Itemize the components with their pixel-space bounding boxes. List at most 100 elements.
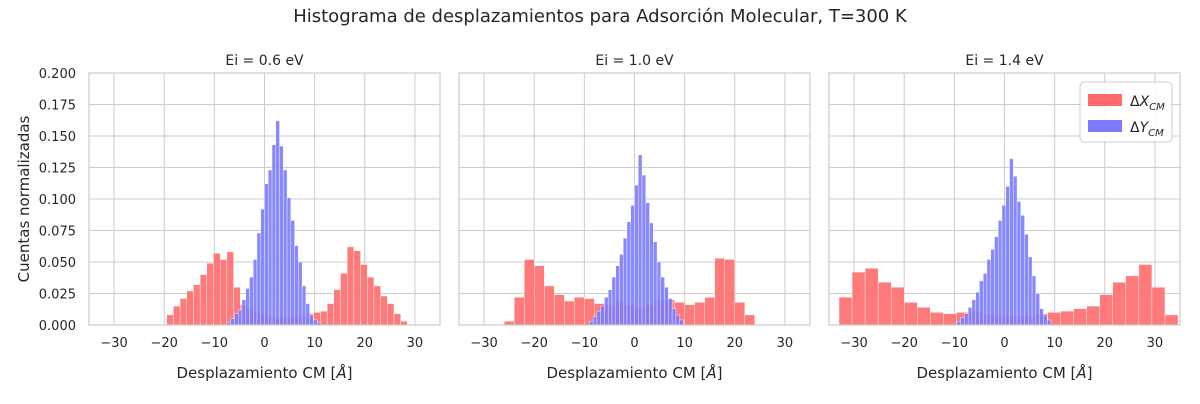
- axes-frame: [828, 72, 1181, 326]
- x-tick-label: −20: [520, 336, 547, 351]
- bar-dx: [373, 285, 381, 326]
- bar-dy: [998, 220, 1003, 326]
- bar-dy: [623, 237, 628, 326]
- bar-dx: [340, 273, 348, 326]
- bar-dx: [333, 289, 341, 326]
- x-tick-label: −30: [100, 336, 127, 351]
- bar-dy: [1039, 308, 1044, 326]
- bar-dy: [1009, 158, 1014, 326]
- x-tick-label: 30: [407, 336, 424, 351]
- bar-dx: [360, 264, 368, 326]
- bar-dy: [279, 145, 284, 326]
- legend-label: ΔYCM: [1130, 120, 1164, 139]
- bar-dx: [1060, 310, 1074, 326]
- bar-dy: [604, 297, 609, 326]
- bar-dy: [964, 313, 969, 326]
- panel-title: Ei = 1.4 eV: [965, 53, 1044, 69]
- bar-dy: [275, 120, 280, 326]
- axes-frame: [458, 72, 811, 326]
- x-tick-label: −30: [840, 336, 867, 351]
- bar-dx: [534, 265, 545, 326]
- bar-dx: [1151, 287, 1166, 326]
- bar-dx: [694, 302, 705, 326]
- bar-dy: [664, 287, 669, 326]
- bar-dx: [564, 300, 575, 326]
- bar-dx: [1073, 308, 1087, 326]
- bar-dy: [986, 259, 991, 326]
- x-tick-label: 10: [306, 336, 323, 351]
- bar-dy: [1031, 275, 1037, 326]
- bar-dy: [260, 208, 265, 326]
- x-tick-label: 10: [676, 336, 693, 351]
- bar-dx: [554, 294, 565, 326]
- bar-dx: [199, 274, 208, 326]
- bar-dy: [286, 197, 292, 326]
- bar-dy: [982, 273, 988, 326]
- bar-dx: [326, 303, 335, 326]
- panel-title: Ei = 0.6 eV: [225, 53, 304, 69]
- bar-dy: [600, 305, 605, 326]
- bar-dy: [675, 314, 680, 326]
- bar-dx: [917, 307, 931, 326]
- bar-dx: [838, 297, 853, 326]
- y-tick-label: 0.050: [39, 256, 76, 271]
- figure-title: Histograma de desplazamientos para Adsor…: [293, 6, 908, 27]
- bar-dy: [268, 169, 273, 326]
- y-tick-label: 0.000: [39, 319, 76, 334]
- bar-dx: [513, 297, 525, 326]
- bar-dx: [943, 313, 957, 326]
- bar-dx: [877, 281, 892, 326]
- bar-dx: [714, 258, 725, 326]
- bar-dy: [994, 236, 999, 326]
- bar-dx: [864, 268, 879, 326]
- bar-dy: [592, 315, 598, 326]
- bar-dy: [305, 303, 310, 326]
- bar-dy: [671, 308, 677, 326]
- bar-dy: [237, 309, 243, 326]
- bar-dy: [967, 307, 973, 326]
- bar-dx: [353, 250, 361, 326]
- bar-dy: [653, 241, 658, 326]
- bar-dx: [890, 287, 905, 326]
- bar-dy: [611, 276, 616, 326]
- x-tick-label: 30: [777, 336, 794, 351]
- bar-dy: [668, 298, 673, 326]
- panel-title: Ei = 1.0 eV: [595, 53, 674, 69]
- bar-dy: [245, 288, 250, 326]
- bar-dx: [173, 305, 181, 326]
- bar-dx: [206, 263, 214, 326]
- legend-swatch: [1088, 120, 1122, 132]
- x-tick-label: 10: [1046, 336, 1063, 351]
- bar-dy: [290, 220, 295, 326]
- bar-dy: [1016, 201, 1021, 326]
- panel-1: Ei = 0.6 eV −30 −20 −10 0 10 20 30 Desplazamient…: [39, 53, 441, 382]
- bar-dy: [309, 314, 314, 326]
- panel-3: Ei = 1.4 eV −30 −20 −10 0 10 20 30 Desplazamient…: [828, 53, 1181, 382]
- x-tick-label: 20: [357, 336, 374, 351]
- bar-dx: [904, 302, 918, 326]
- bar-dx: [704, 297, 715, 326]
- bar-dx: [1112, 281, 1127, 326]
- legend-label: ΔXCM: [1130, 94, 1165, 113]
- x-tick-label: 30: [1147, 336, 1164, 351]
- bar-dy: [271, 144, 276, 326]
- x-tick-label: 20: [1097, 336, 1114, 351]
- x-tick-label: −20: [890, 336, 917, 351]
- bar-dy: [971, 299, 976, 326]
- bar-dx: [724, 259, 735, 326]
- bar-dy: [1024, 234, 1029, 326]
- bar-dy: [230, 318, 235, 326]
- x-tick-label: −10: [941, 336, 968, 351]
- bar-dx: [193, 284, 201, 326]
- bar-dy: [634, 184, 639, 326]
- bar-dy: [975, 292, 980, 326]
- bar-dy: [626, 221, 631, 326]
- bar-dy: [960, 317, 965, 326]
- bar-dx: [186, 290, 194, 326]
- bar-dy: [990, 249, 995, 326]
- bar-dy: [615, 265, 620, 326]
- bar-dy: [298, 261, 303, 326]
- bar-dx: [387, 303, 395, 326]
- bar-dy: [979, 280, 984, 326]
- bar-dy: [607, 289, 613, 326]
